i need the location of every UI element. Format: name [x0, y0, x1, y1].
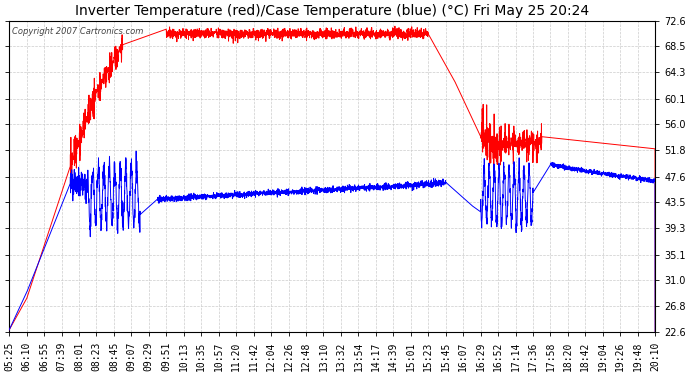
Text: Copyright 2007 Cartronics.com: Copyright 2007 Cartronics.com — [12, 27, 144, 36]
Title: Inverter Temperature (red)/Case Temperature (blue) (°C) Fri May 25 20:24: Inverter Temperature (red)/Case Temperat… — [75, 4, 589, 18]
